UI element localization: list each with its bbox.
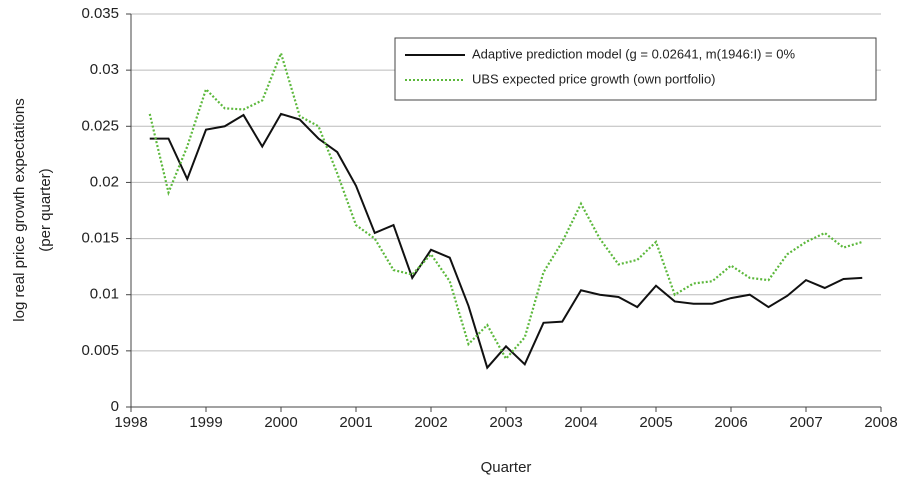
y-tick-label: 0.02 — [90, 173, 119, 190]
x-axis-label: Quarter — [481, 459, 532, 476]
y-tick-label: 0 — [111, 398, 119, 415]
x-tick-label: 2007 — [789, 414, 822, 431]
x-tick-label: 1999 — [189, 414, 222, 431]
x-tick-label: 2001 — [339, 414, 372, 431]
y-axis-label: log real price growth expectations — [11, 98, 28, 321]
y-tick-label: 0.025 — [81, 117, 119, 134]
x-tick-label: 2000 — [264, 414, 297, 431]
line — [149, 112, 863, 370]
y-axis-label: (per quarter) — [37, 168, 54, 251]
x-tick-label: 2008 — [864, 414, 897, 431]
y-tick-label: 0.035 — [81, 5, 119, 22]
x-tick-label: 2004 — [564, 414, 597, 431]
y-tick-label: 0.005 — [81, 342, 119, 359]
x-tick-label: 2002 — [414, 414, 447, 431]
x-tick-label: 2006 — [714, 414, 747, 431]
legend-label: Adaptive prediction model (g = 0.02641, … — [472, 46, 795, 61]
x-tick-label: 2003 — [489, 414, 522, 431]
y-tick-label: 0.015 — [81, 230, 119, 247]
x-tick-label: 1998 — [114, 414, 147, 431]
legend-label: UBS expected price growth (own portfolio… — [472, 71, 716, 86]
y-tick-label: 0.01 — [90, 286, 119, 303]
legend-box — [394, 37, 877, 101]
x-tick-label: 2005 — [639, 414, 672, 431]
y-tick-label: 0.03 — [90, 61, 119, 78]
